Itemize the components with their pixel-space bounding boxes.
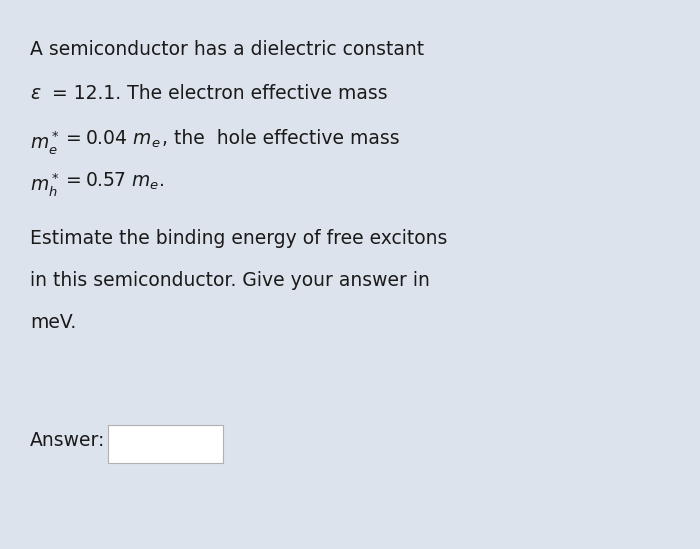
Text: $\varepsilon$: $\varepsilon$ <box>30 84 41 103</box>
Text: $m_e^*$: $m_e^*$ <box>30 129 60 156</box>
Text: = 12.1. The electron effective mass: = 12.1. The electron effective mass <box>46 84 388 103</box>
Text: Answer:: Answer: <box>30 431 106 450</box>
Text: $m_h^*$: $m_h^*$ <box>30 171 60 198</box>
Text: Estimate the binding energy of free excitons: Estimate the binding energy of free exci… <box>30 229 447 248</box>
FancyBboxPatch shape <box>108 425 223 463</box>
Text: $= 0.04\ m_e$: $= 0.04\ m_e$ <box>62 129 160 150</box>
Text: A semiconductor has a dielectric constant: A semiconductor has a dielectric constan… <box>30 40 424 59</box>
Text: $= 0.57\ m_e$.: $= 0.57\ m_e$. <box>62 171 164 192</box>
Text: in this semiconductor. Give your answer in: in this semiconductor. Give your answer … <box>30 271 430 290</box>
Text: , the  hole effective mass: , the hole effective mass <box>162 129 400 148</box>
Text: meV.: meV. <box>30 313 76 332</box>
